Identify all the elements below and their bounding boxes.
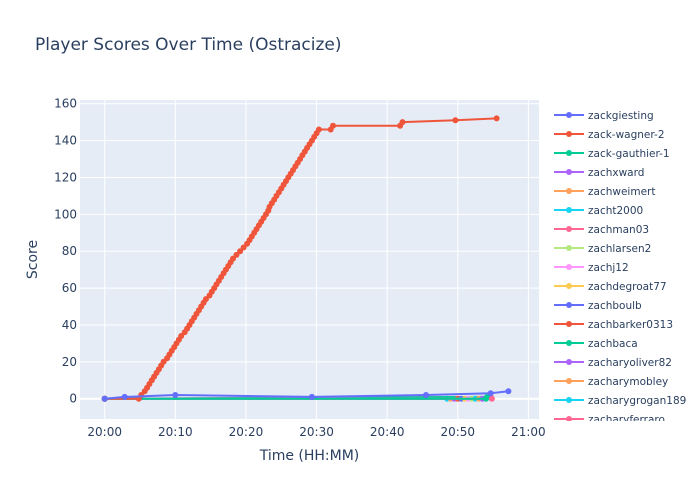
- legend-label: zacharyferraro: [588, 414, 665, 426]
- y-tick-label: 120: [54, 170, 77, 184]
- legend-item[interactable]: zacharyferraro: [554, 414, 665, 426]
- legend-swatch-marker: [566, 378, 572, 384]
- legend-swatch-marker: [566, 245, 572, 251]
- y-tick-label: 60: [62, 281, 77, 295]
- legend-item[interactable]: zack-gauthier-1: [554, 148, 670, 160]
- legend-label: zacharyoliver82: [588, 357, 672, 369]
- data-point: [488, 395, 495, 402]
- data-point: [505, 388, 512, 395]
- legend-swatch-marker: [566, 283, 572, 289]
- y-tick-label: 0: [69, 392, 77, 406]
- data-point: [315, 126, 322, 133]
- data-point: [121, 393, 128, 400]
- y-axis-title: Score: [25, 240, 41, 279]
- legend-label: zachxward: [588, 167, 644, 179]
- legend[interactable]: zackgiesting zack-wagner-2 zack-gauthier-1…: [554, 110, 686, 426]
- legend-label: zachbarker0313: [588, 319, 673, 331]
- data-point: [423, 392, 429, 398]
- legend-item[interactable]: zackgiesting: [554, 110, 654, 122]
- legend-item[interactable]: zachboulb: [554, 300, 642, 312]
- legend-label: zachman03: [588, 224, 649, 236]
- legend-label: zachlarsen2: [588, 243, 651, 255]
- plot-area: [80, 100, 539, 419]
- x-tick-label: 20:50: [440, 425, 475, 439]
- legend-item[interactable]: zachxward: [554, 167, 644, 179]
- legend-label: zacharymobley: [588, 376, 668, 388]
- legend-item[interactable]: zachlarsen2: [554, 243, 651, 255]
- data-point: [452, 117, 459, 124]
- legend-item[interactable]: zachweimert: [554, 186, 655, 198]
- data-point: [399, 119, 406, 126]
- legend-label: zachbaca: [588, 338, 638, 350]
- legend-swatch-marker: [566, 188, 572, 194]
- legend-swatch-marker: [566, 226, 572, 232]
- legend-swatch-marker: [566, 112, 572, 118]
- legend-swatch-marker: [566, 302, 572, 308]
- legend-swatch-marker: [566, 150, 572, 156]
- legend-label: zackgiesting: [588, 110, 654, 122]
- y-tick-label: 40: [62, 318, 77, 332]
- legend-swatch-marker: [566, 321, 572, 327]
- x-tick-label: 20:40: [370, 425, 405, 439]
- x-axis-title: Time (HH:MM): [259, 448, 360, 464]
- legend-item[interactable]: zachbaca: [554, 338, 638, 350]
- legend-swatch-marker: [566, 207, 572, 213]
- legend-item[interactable]: zachman03: [554, 224, 649, 236]
- x-tick-label: 20:20: [229, 425, 264, 439]
- legend-item[interactable]: zachj12: [554, 262, 629, 274]
- x-tick-label: 20:30: [299, 425, 334, 439]
- y-tick-label: 80: [62, 244, 77, 258]
- legend-item[interactable]: zacht2000: [554, 205, 643, 217]
- legend-label: zachboulb: [588, 300, 642, 312]
- legend-label: zachdegroat77: [588, 281, 667, 293]
- legend-label: zacharygrogan189: [588, 395, 686, 407]
- y-tick-label: 20: [62, 355, 77, 369]
- legend-item[interactable]: zachbarker0313: [554, 319, 673, 331]
- legend-item[interactable]: zachdegroat77: [554, 281, 667, 293]
- legend-item[interactable]: zacharygrogan189: [554, 395, 686, 407]
- x-tick-label: 20:10: [158, 425, 193, 439]
- data-point: [308, 393, 315, 400]
- legend-item[interactable]: zacharyoliver82: [554, 357, 672, 369]
- data-point: [483, 395, 489, 402]
- series-zack-wagner-2: [101, 115, 500, 402]
- data-point: [101, 395, 108, 402]
- data-point: [493, 115, 500, 122]
- y-tick-label: 160: [54, 97, 77, 111]
- legend-label: zacht2000: [588, 205, 643, 217]
- legend-swatch-marker: [566, 340, 572, 346]
- y-tick-label: 100: [54, 207, 77, 221]
- legend-swatch-marker: [566, 359, 572, 365]
- y-tick-label: 140: [54, 134, 77, 148]
- legend-swatch-marker: [566, 169, 572, 175]
- legend-label: zachj12: [588, 262, 629, 274]
- chart-title: Player Scores Over Time (Ostracize): [35, 35, 342, 55]
- x-tick-label: 20:00: [87, 425, 122, 439]
- legend-swatch-marker: [566, 416, 572, 421]
- y-tick-labels: 0 20 40 60 80 100 120 140 160: [54, 97, 77, 406]
- data-point: [487, 390, 494, 397]
- series-zackgiesting: [101, 388, 512, 402]
- series-layer: [101, 115, 512, 402]
- legend-label: zack-gauthier-1: [588, 148, 670, 160]
- x-tick-labels: 20:00 20:10 20:20 20:30 20:40 20:50 21:00: [87, 425, 545, 439]
- legend-swatch-marker: [566, 264, 572, 270]
- legend-swatch-marker: [566, 131, 572, 137]
- legend-label: zack-wagner-2: [588, 129, 665, 141]
- legend-label: zachweimert: [588, 186, 655, 198]
- data-point: [172, 392, 179, 398]
- legend-item[interactable]: zacharymobley: [554, 376, 668, 388]
- legend-item[interactable]: zack-wagner-2: [554, 129, 665, 141]
- legend-swatch-marker: [566, 397, 572, 403]
- data-point: [233, 251, 240, 258]
- x-tick-label: 21:00: [511, 425, 546, 439]
- data-point: [330, 122, 336, 129]
